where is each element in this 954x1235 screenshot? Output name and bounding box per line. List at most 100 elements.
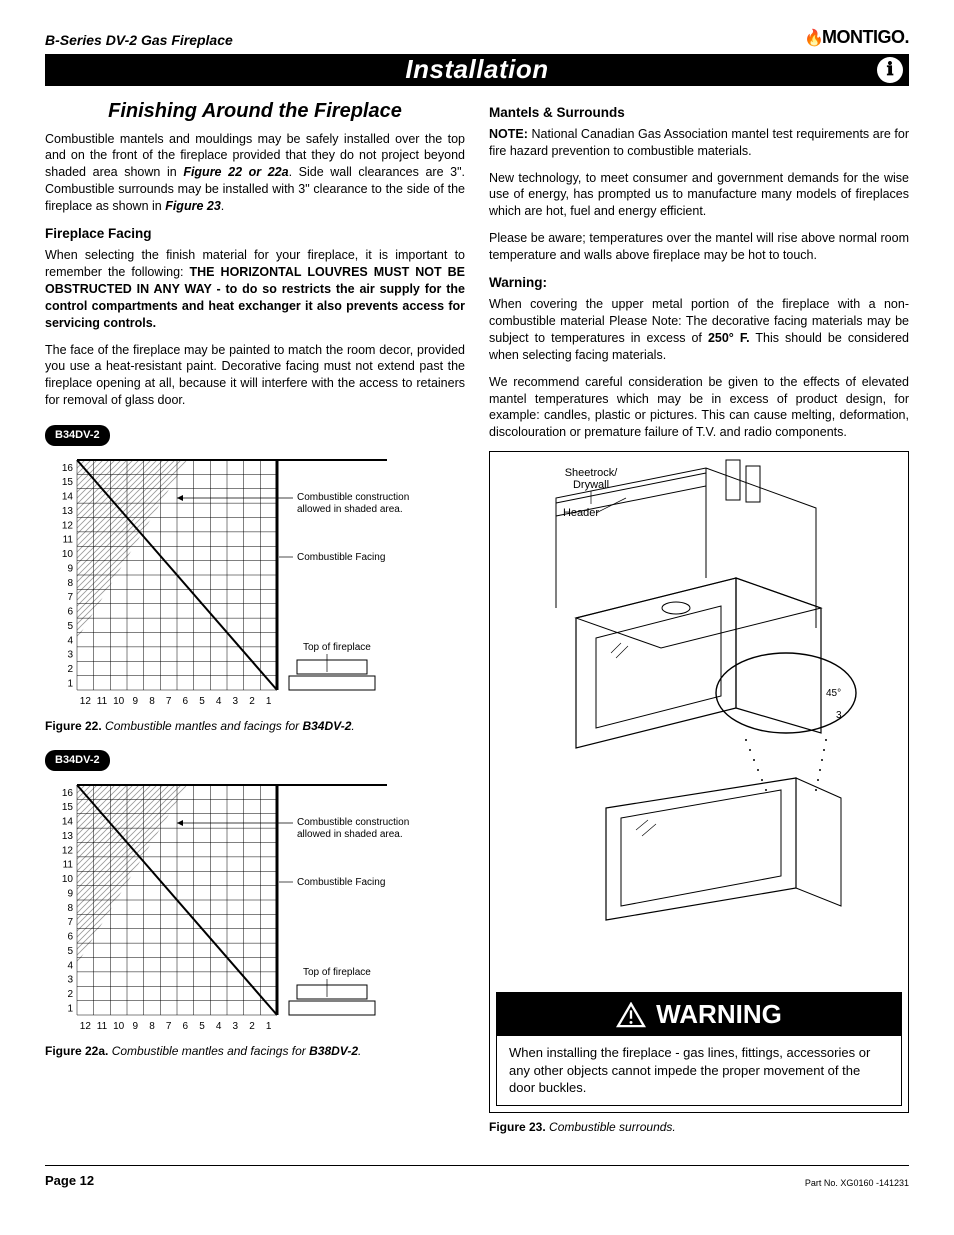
- svg-text:6: 6: [183, 1021, 189, 1032]
- svg-text:12: 12: [62, 845, 74, 856]
- flame-icon: 🔥: [804, 30, 824, 47]
- svg-text:8: 8: [67, 578, 73, 589]
- svg-text:9: 9: [67, 888, 73, 899]
- part-number: Part No. XG0160 -141231: [805, 1177, 909, 1189]
- right-p2: New technology, to meet consumer and gov…: [489, 170, 909, 221]
- svg-text:11: 11: [97, 1021, 108, 1032]
- svg-text:11: 11: [63, 535, 74, 546]
- svg-text:6: 6: [67, 931, 73, 942]
- svg-text:Header: Header: [563, 507, 599, 519]
- svg-text:Drywall: Drywall: [573, 479, 609, 491]
- fireplace-facing-heading: Fireplace Facing: [45, 225, 465, 243]
- svg-text:5: 5: [199, 1021, 205, 1032]
- svg-text:5: 5: [67, 621, 73, 632]
- svg-text:16: 16: [62, 463, 74, 474]
- svg-text:2: 2: [249, 696, 255, 707]
- svg-text:16: 16: [62, 788, 74, 799]
- figure-22-caption: Figure 22. Combustible mantles and facin…: [45, 718, 465, 734]
- svg-text:7: 7: [166, 1021, 172, 1032]
- svg-text:Top of fireplace: Top of fireplace: [303, 967, 371, 978]
- svg-text:15: 15: [62, 802, 74, 813]
- svg-text:5: 5: [67, 946, 73, 957]
- page-number: Page 12: [45, 1172, 94, 1190]
- svg-text:5: 5: [199, 696, 205, 707]
- model-pill-2: B34DV-2: [45, 750, 110, 771]
- title-bar: Installation ℹ: [45, 54, 909, 86]
- svg-text:1: 1: [266, 696, 272, 707]
- svg-text:4: 4: [67, 635, 73, 646]
- svg-text:3: 3: [836, 710, 842, 721]
- svg-text:10: 10: [113, 1021, 125, 1032]
- page-section-title: Installation: [405, 52, 548, 87]
- svg-text:Combustible construction: Combustible construction: [297, 817, 409, 828]
- figure-23-diagram: Sheetrock/DrywallHeader45°3 WARNING When…: [489, 451, 909, 1113]
- figure-22a-caption: Figure 22a. Combustible mantles and faci…: [45, 1043, 465, 1059]
- intro-paragraph: Combustible mantels and mouldings may be…: [45, 131, 465, 215]
- svg-text:3: 3: [233, 696, 239, 707]
- svg-text:1: 1: [67, 1003, 73, 1014]
- svg-text:2: 2: [249, 1021, 255, 1032]
- svg-text:3: 3: [233, 1021, 239, 1032]
- warning-body-text: When installing the fireplace - gas line…: [497, 1036, 901, 1105]
- svg-text:7: 7: [67, 917, 73, 928]
- product-name: B-Series DV-2 Gas Fireplace: [45, 31, 233, 50]
- svg-text:6: 6: [67, 606, 73, 617]
- svg-text:10: 10: [62, 549, 74, 560]
- figure-22-chart: 16151413121110987654321121110987654321Co…: [45, 452, 465, 712]
- svg-text:8: 8: [149, 1021, 155, 1032]
- note-paragraph: NOTE: National Canadian Gas Association …: [489, 126, 909, 160]
- warn-p1: When covering the upper metal portion of…: [489, 296, 909, 364]
- svg-text:9: 9: [133, 696, 139, 707]
- svg-text:12: 12: [80, 696, 92, 707]
- svg-text:allowed in shaded area.: allowed in shaded area.: [297, 829, 403, 840]
- svg-text:14: 14: [62, 491, 74, 502]
- svg-text:Combustible Facing: Combustible Facing: [297, 877, 385, 888]
- svg-text:15: 15: [62, 477, 74, 488]
- left-column: Finishing Around the Fireplace Combustib…: [45, 98, 465, 1145]
- right-p3: Please be aware; temperatures over the m…: [489, 230, 909, 264]
- warning-box: WARNING When installing the fireplace - …: [496, 992, 902, 1106]
- info-icon: ℹ: [877, 57, 903, 83]
- warning-header: WARNING: [497, 993, 901, 1036]
- warning-triangle-icon: [616, 1002, 646, 1028]
- svg-text:10: 10: [113, 696, 125, 707]
- svg-text:7: 7: [166, 696, 172, 707]
- svg-text:4: 4: [216, 696, 222, 707]
- figure-22a-chart: 16151413121110987654321121110987654321Co…: [45, 777, 465, 1037]
- svg-text:11: 11: [97, 696, 108, 707]
- warning-title: WARNING: [656, 997, 782, 1032]
- svg-text:8: 8: [67, 903, 73, 914]
- svg-text:1: 1: [266, 1021, 272, 1032]
- svg-text:Top of fireplace: Top of fireplace: [303, 642, 371, 653]
- svg-text:11: 11: [63, 860, 74, 871]
- svg-text:6: 6: [183, 696, 189, 707]
- svg-text:45°: 45°: [826, 688, 841, 699]
- warning-sub-heading: Warning:: [489, 274, 909, 292]
- mantels-heading: Mantels & Surrounds: [489, 104, 909, 122]
- brand-logo: 🔥MONTIGO.: [804, 25, 909, 50]
- svg-text:7: 7: [67, 592, 73, 603]
- svg-text:4: 4: [216, 1021, 222, 1032]
- svg-text:10: 10: [62, 874, 74, 885]
- section-heading: Finishing Around the Fireplace: [45, 98, 465, 125]
- facing-p1: When selecting the finish material for y…: [45, 247, 465, 331]
- warn-p2: We recommend careful consideration be gi…: [489, 374, 909, 442]
- svg-text:13: 13: [62, 831, 74, 842]
- svg-text:13: 13: [62, 506, 74, 517]
- svg-text:8: 8: [149, 696, 155, 707]
- svg-text:Combustible construction: Combustible construction: [297, 492, 409, 503]
- svg-text:3: 3: [67, 975, 73, 986]
- svg-text:12: 12: [62, 520, 74, 531]
- page-footer: Page 12 Part No. XG0160 -141231: [45, 1165, 909, 1190]
- svg-text:9: 9: [133, 1021, 139, 1032]
- svg-text:14: 14: [62, 816, 74, 827]
- svg-text:4: 4: [67, 960, 73, 971]
- svg-text:3: 3: [67, 650, 73, 661]
- right-column: Mantels & Surrounds NOTE: National Canad…: [489, 98, 909, 1145]
- model-pill-1: B34DV-2: [45, 425, 110, 446]
- svg-text:allowed in shaded area.: allowed in shaded area.: [297, 504, 403, 515]
- svg-text:2: 2: [67, 989, 73, 1000]
- svg-text:1: 1: [67, 678, 73, 689]
- svg-text:9: 9: [67, 563, 73, 574]
- figure-23-caption: Figure 23. Combustible surrounds.: [489, 1119, 909, 1135]
